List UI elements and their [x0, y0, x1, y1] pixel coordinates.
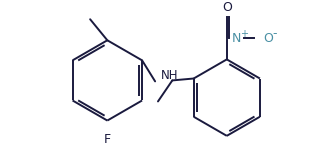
Text: N: N — [232, 32, 241, 45]
Text: -: - — [273, 27, 277, 40]
Text: +: + — [240, 29, 248, 39]
Text: O: O — [263, 32, 273, 45]
Text: NH: NH — [161, 69, 178, 82]
Text: F: F — [104, 133, 111, 146]
Text: O: O — [222, 2, 232, 14]
